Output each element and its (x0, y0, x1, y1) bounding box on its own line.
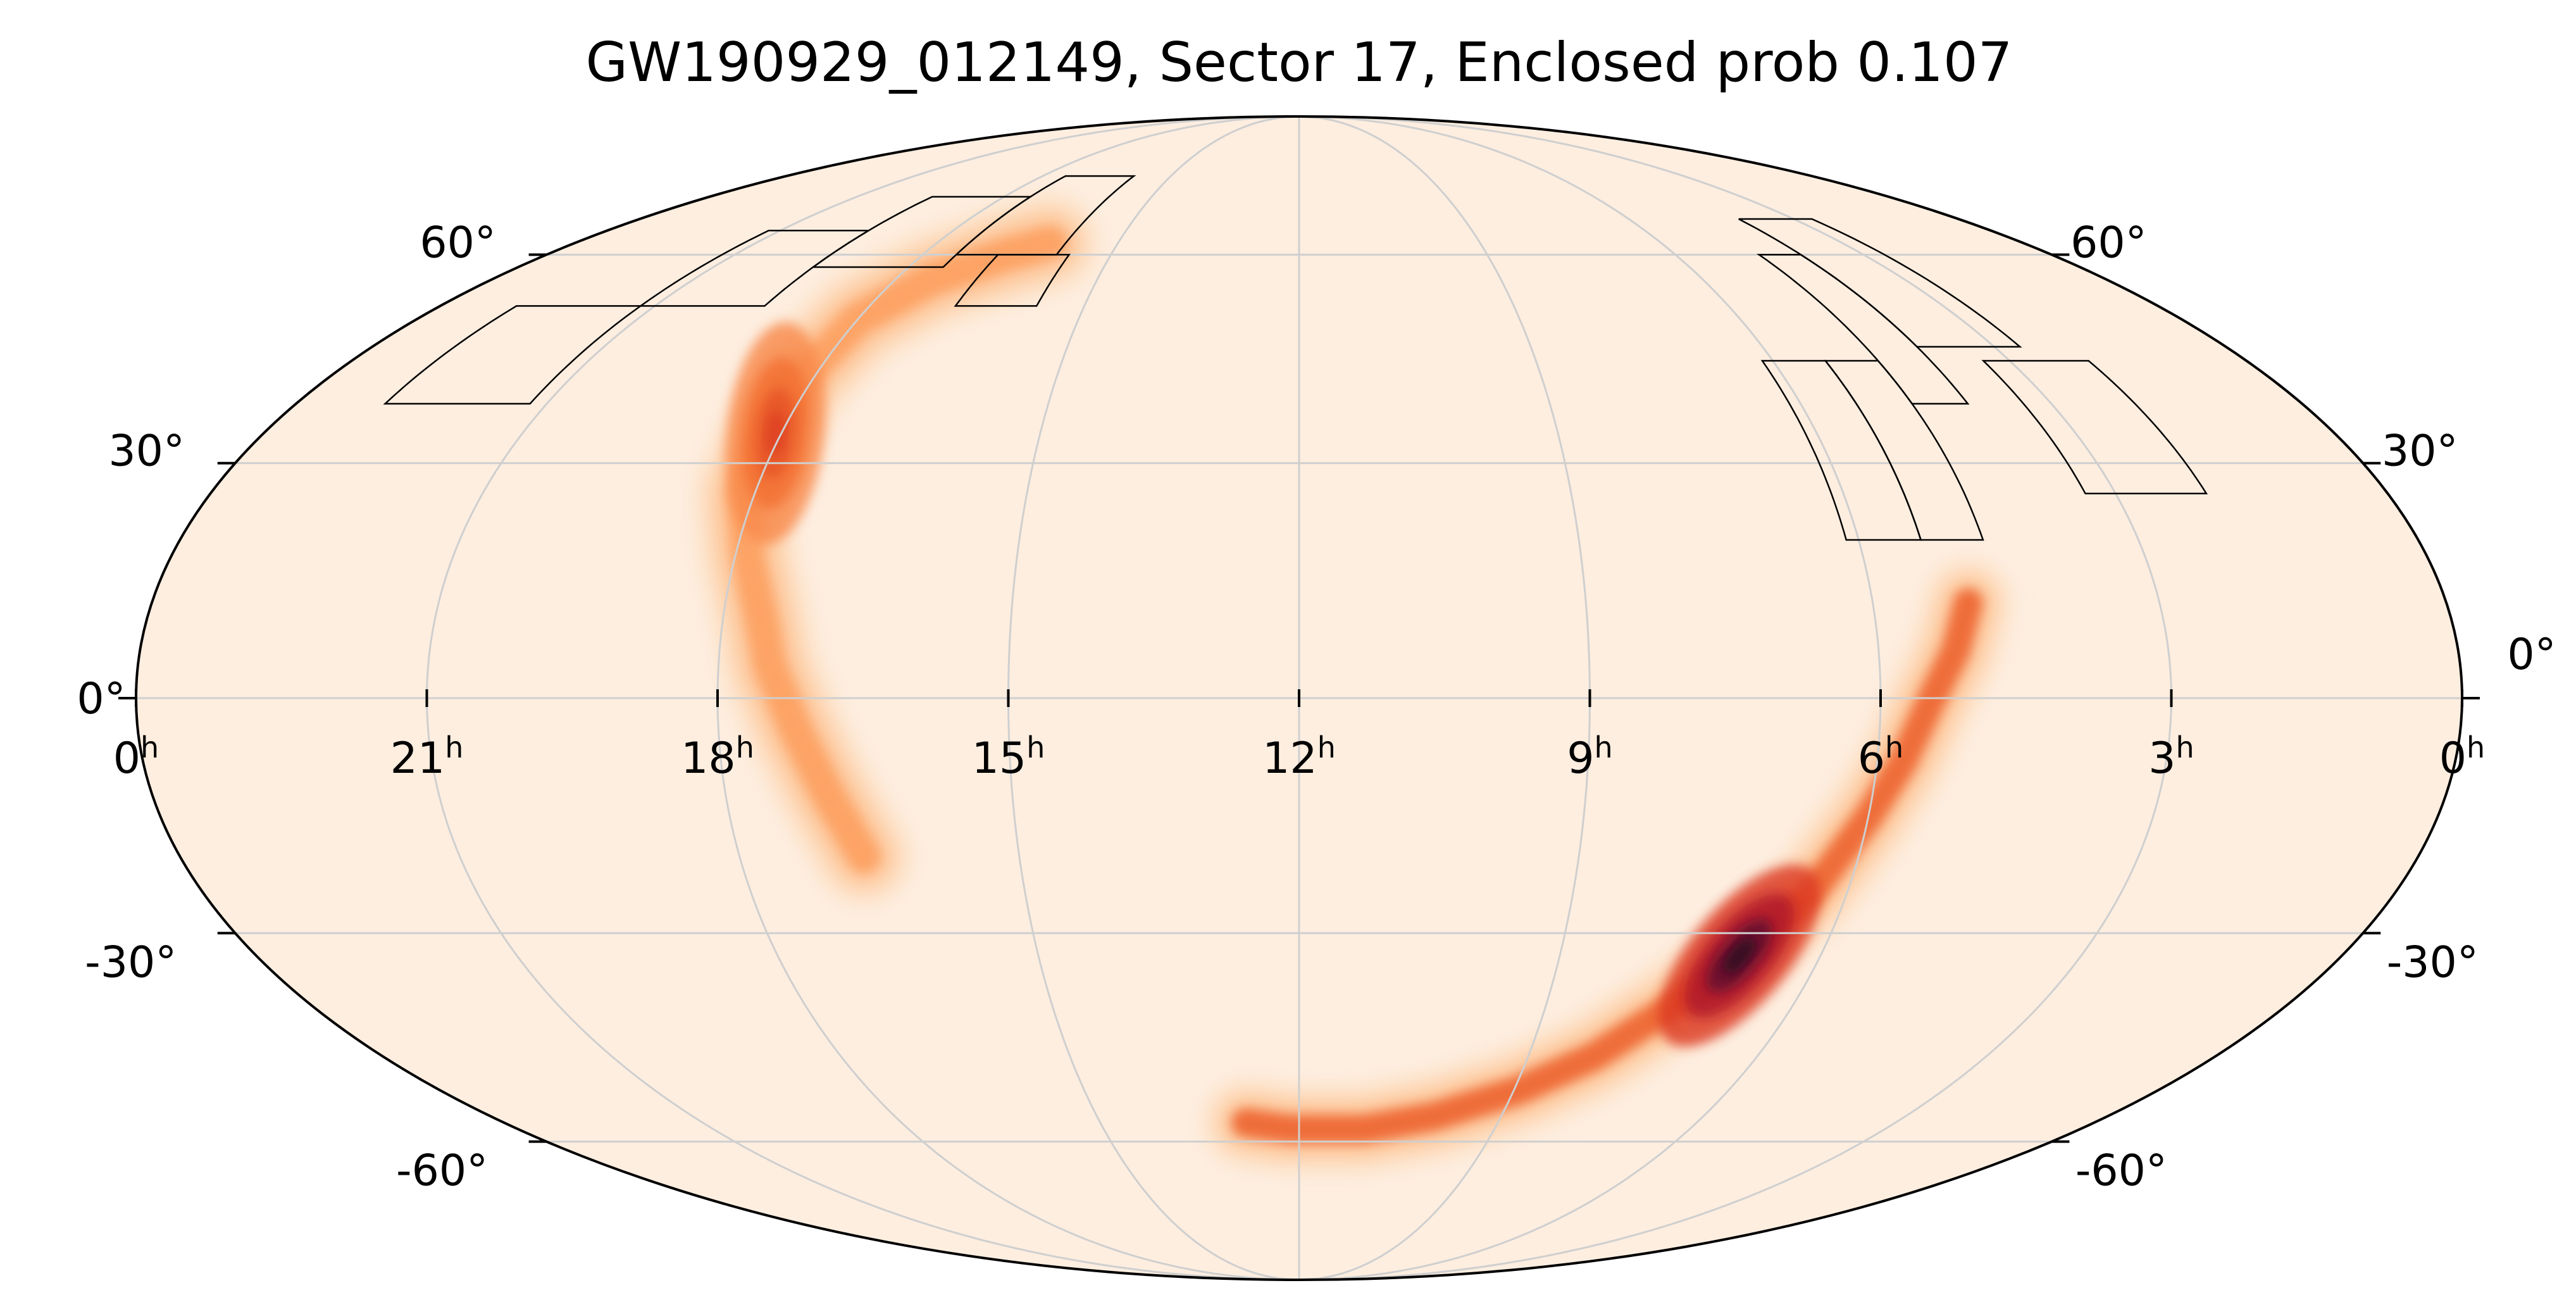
tess-footprints (383, 175, 2208, 541)
ra-tick-labels: 0h 21h 18h 15h 12h 9h 6h 3h 0h (113, 730, 2485, 784)
ra-tick-label: 12h (1262, 730, 1336, 784)
dec-tick-label-right: -60° (2075, 1146, 2167, 1196)
dec-tick-label-right: 0° (2507, 630, 2556, 680)
dec-tick-label-left: 0° (77, 674, 125, 724)
dec-tick-label-left: -30° (85, 937, 177, 987)
dec-tick-label-left: -60° (396, 1146, 488, 1196)
tess-footprint (954, 254, 1071, 307)
dec-tick-label-right: -30° (2387, 937, 2479, 987)
tess-footprint (383, 305, 644, 405)
probability-region (1204, 561, 2010, 1171)
tess-footprint (1981, 360, 2208, 495)
dec-tick-label-left: 30° (108, 427, 185, 477)
tess-footprint (1738, 218, 2022, 348)
probability-peak (766, 411, 786, 456)
probability-peak (1723, 937, 1756, 974)
tess-footprint (638, 230, 872, 307)
dec-tick-label-right: 60° (2070, 218, 2147, 268)
ra-tick-label: 21h (390, 730, 464, 784)
tess-footprint (1760, 360, 1922, 541)
axis-ticks (118, 253, 2480, 1143)
dec-tick-label-left: 60° (420, 218, 496, 268)
tess-footprint (954, 175, 1136, 256)
ra-tick-label: 9h (1567, 730, 1612, 784)
ra-tick-label: 0h (2439, 730, 2485, 784)
probability-region (696, 196, 1097, 903)
ra-tick-label: 18h (681, 730, 754, 784)
ra-tick-label: 0h (113, 730, 159, 784)
ra-tick-label: 15h (972, 730, 1045, 784)
ra-tick-label: 3h (2148, 730, 2194, 784)
chart-title: GW190929_012149, Sector 17, Enclosed pro… (586, 31, 2013, 94)
ra-tick-label: 6h (1858, 730, 1903, 784)
probability-heatmap (696, 196, 2010, 1171)
dec-tick-labels: 60° 60° 30° 30° 0° 0° -30° -30° -60° -60° (77, 218, 2556, 1196)
dec-tick-label-right: 30° (2382, 427, 2458, 477)
